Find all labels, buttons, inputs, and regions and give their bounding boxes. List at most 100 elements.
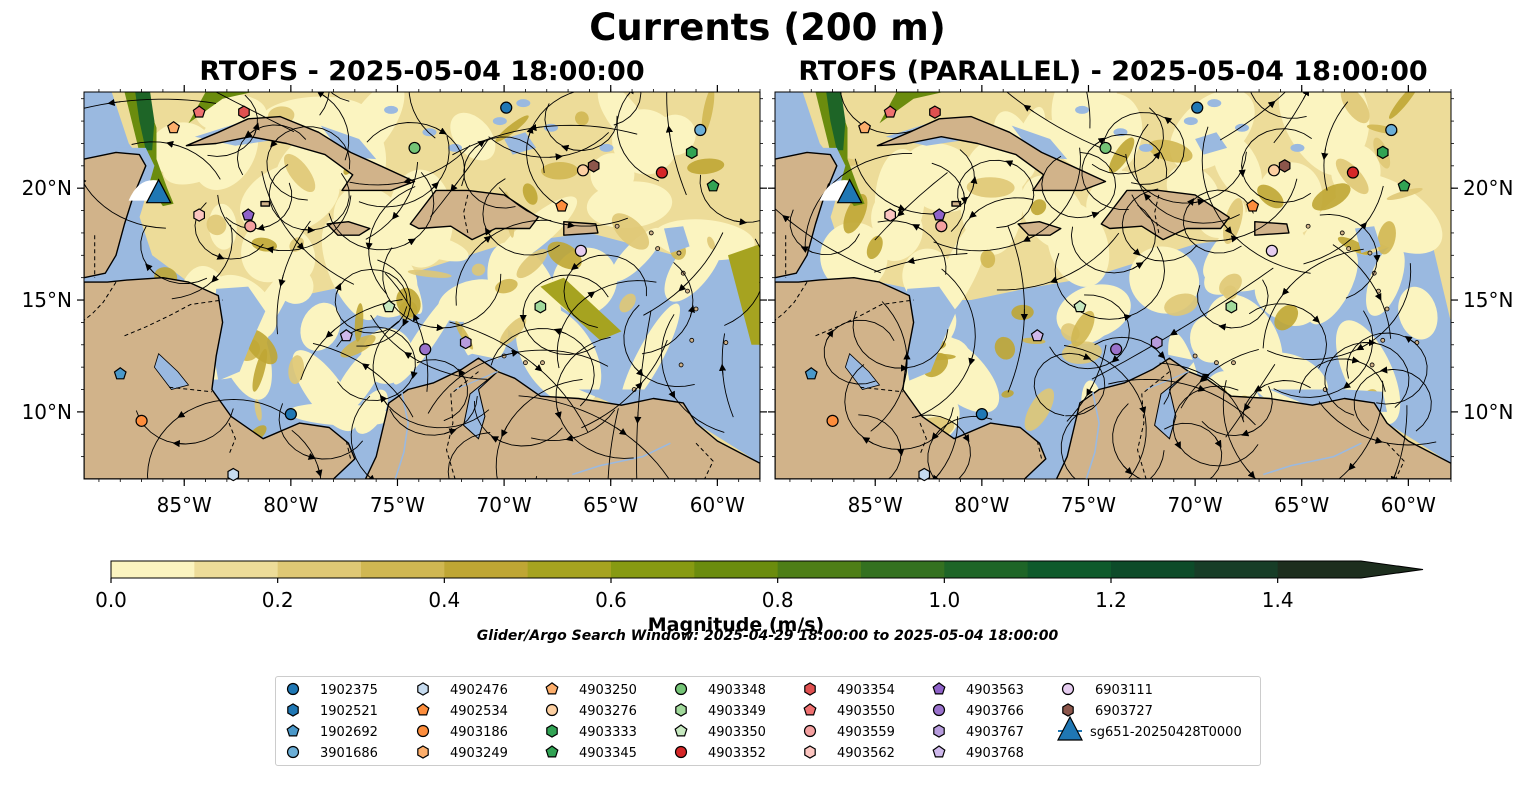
float-marker-4903559 (244, 220, 257, 233)
small-island (1231, 360, 1236, 366)
low-speed-patch (271, 228, 316, 283)
streamline-arrow (1005, 160, 1018, 167)
streamline (1332, 244, 1392, 339)
float-marker-4903348 (1099, 141, 1112, 155)
land-cuba (876, 115, 1107, 192)
streamline-arrow (244, 129, 255, 138)
streamline (556, 280, 657, 369)
streamline (775, 208, 881, 274)
shallow-bank (492, 117, 507, 126)
legend-entry: sg651-20250428T0000 (1057, 715, 1242, 741)
legend-marker (417, 745, 429, 759)
streamline-arrow (565, 434, 579, 442)
low-speed-patch (330, 344, 386, 419)
streamline (1108, 378, 1256, 426)
streamline-arrow (1238, 164, 1246, 178)
colorbar-segment (611, 561, 695, 578)
streamline-arrow (315, 465, 323, 478)
legend-marker (546, 724, 558, 738)
legend-entry: 1902521 (287, 703, 378, 719)
legend-entry: 4903354 (804, 682, 895, 698)
legend-label: 4903563 (966, 683, 1024, 698)
streamline (382, 247, 502, 329)
small-island (1192, 353, 1198, 359)
streamline-arrow (107, 98, 121, 107)
high-speed-patch (1377, 221, 1396, 255)
x-tick-label: 85°W (848, 493, 903, 517)
eastern-jet (728, 244, 760, 345)
high-speed-patch (1108, 137, 1135, 174)
streamline (350, 395, 373, 479)
streamline-arrow (1356, 343, 1368, 351)
high-speed-patch (499, 316, 527, 346)
high-speed-patch (1164, 293, 1198, 316)
loop-current-jet (188, 92, 253, 124)
legend-marker (286, 724, 300, 737)
y-tick-label: 15°N (22, 288, 72, 312)
streamline-arrow (1152, 151, 1161, 162)
float-marker-1902692 (804, 367, 818, 380)
streamline (1298, 358, 1386, 394)
colorbar-tick-label: 0.0 (95, 588, 127, 612)
land-layer (775, 115, 1451, 479)
streamline-arrow (212, 253, 225, 260)
land-caymans (951, 200, 962, 207)
streamline (1303, 185, 1384, 265)
x-tick-label: 60°W (690, 493, 745, 517)
float-marker-4903186 (135, 414, 148, 427)
country-border (1136, 371, 1170, 479)
legend-label: 4903352 (708, 746, 766, 761)
panel-title-rtofs-parallel: RTOFS (PARALLEL) - 2025-05-04 18:00:00 (798, 56, 1428, 87)
float-marker-4903350 (1073, 299, 1087, 313)
high-speed-patch (1219, 273, 1242, 296)
float-marker-4903354 (929, 105, 941, 119)
streamline-arrow (616, 427, 627, 436)
high-speed-patch (1030, 199, 1047, 216)
legend-label: 4902534 (450, 704, 508, 719)
land-yucatan (84, 151, 147, 279)
x-tick-label: 65°W (1274, 493, 1329, 517)
streamline-arrow (634, 411, 642, 424)
streamline-arrow (404, 238, 416, 246)
float-marker-3901686 (1385, 123, 1398, 137)
legend-label: 4903333 (579, 725, 637, 740)
streamline (1060, 404, 1165, 479)
shallow-bank (1235, 123, 1250, 132)
streamline-arrow (668, 387, 676, 399)
streamline-arrow (365, 238, 373, 251)
streamline (1262, 248, 1364, 349)
streamline (840, 92, 915, 135)
streamline-arrow (688, 305, 696, 318)
streamline (266, 126, 351, 201)
streamline (131, 141, 221, 180)
streamline-arrow (474, 140, 486, 149)
country-border (775, 281, 808, 321)
legend-entry: 4903559 (803, 724, 895, 740)
streamline-arrow (1111, 353, 1122, 363)
streamline (636, 310, 652, 479)
streamline (724, 238, 760, 326)
streamline-arrow (501, 425, 508, 438)
country-border (1386, 442, 1405, 479)
shallow-bank (384, 105, 399, 114)
colorbar-tick-label: 1.2 (1095, 588, 1127, 612)
streamline (1201, 126, 1311, 274)
legend-entry: 4903350 (674, 724, 766, 740)
streamline-arrow (1302, 92, 1310, 100)
country-border (445, 371, 479, 479)
streamline-arrow (429, 181, 439, 192)
lake-nicaragua (153, 352, 190, 390)
float-marker-sg651-20250428T0000 (836, 178, 863, 204)
streamline (607, 408, 619, 479)
small-island (1384, 306, 1390, 312)
lake-nicaragua (844, 352, 881, 390)
float-marker-4903550 (883, 105, 897, 118)
float-marker-4903352 (1346, 166, 1360, 179)
streamline (147, 398, 288, 479)
shallow-bank (448, 143, 463, 152)
streamline (215, 92, 295, 133)
y-tick-label: 10°N (22, 400, 72, 424)
legend-marker (545, 703, 559, 717)
streamline-arrow (266, 246, 280, 254)
shallow-bank (1183, 117, 1198, 126)
